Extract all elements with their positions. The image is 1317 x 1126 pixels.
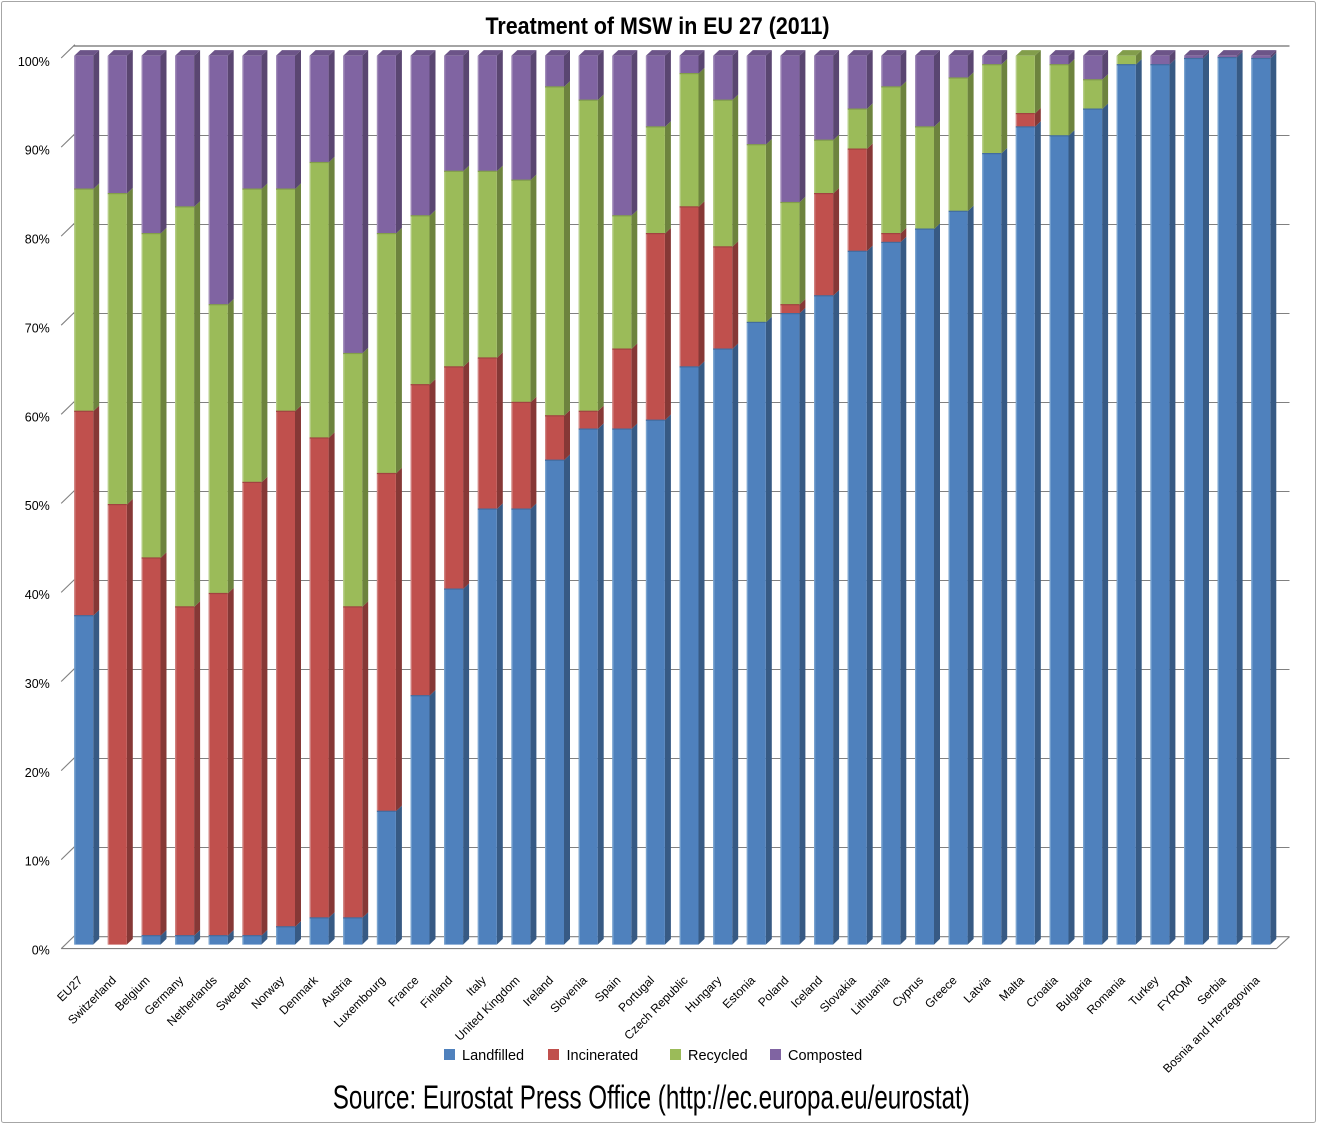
svg-text:Composted: Composted xyxy=(788,1048,862,1064)
svg-text:10%: 10% xyxy=(25,855,50,869)
svg-text:0%: 0% xyxy=(32,944,50,958)
svg-text:20%: 20% xyxy=(25,766,50,780)
svg-text:30%: 30% xyxy=(25,677,50,691)
svg-text:80%: 80% xyxy=(25,233,50,247)
svg-text:Source: Eurostat Press Office: Source: Eurostat Press Office (http://ec… xyxy=(333,1079,970,1116)
svg-text:90%: 90% xyxy=(25,144,50,158)
svg-text:40%: 40% xyxy=(25,588,50,602)
svg-text:Incinerated: Incinerated xyxy=(567,1048,639,1064)
svg-text:50%: 50% xyxy=(25,499,50,513)
svg-text:60%: 60% xyxy=(25,410,50,424)
svg-text:Treatment of MSW in EU 27 (201: Treatment of MSW in EU 27 (2011) xyxy=(486,13,830,40)
svg-text:Landfilled: Landfilled xyxy=(462,1048,524,1064)
svg-text:100%: 100% xyxy=(18,55,50,69)
svg-text:Recycled: Recycled xyxy=(688,1048,748,1064)
svg-text:70%: 70% xyxy=(25,321,50,335)
